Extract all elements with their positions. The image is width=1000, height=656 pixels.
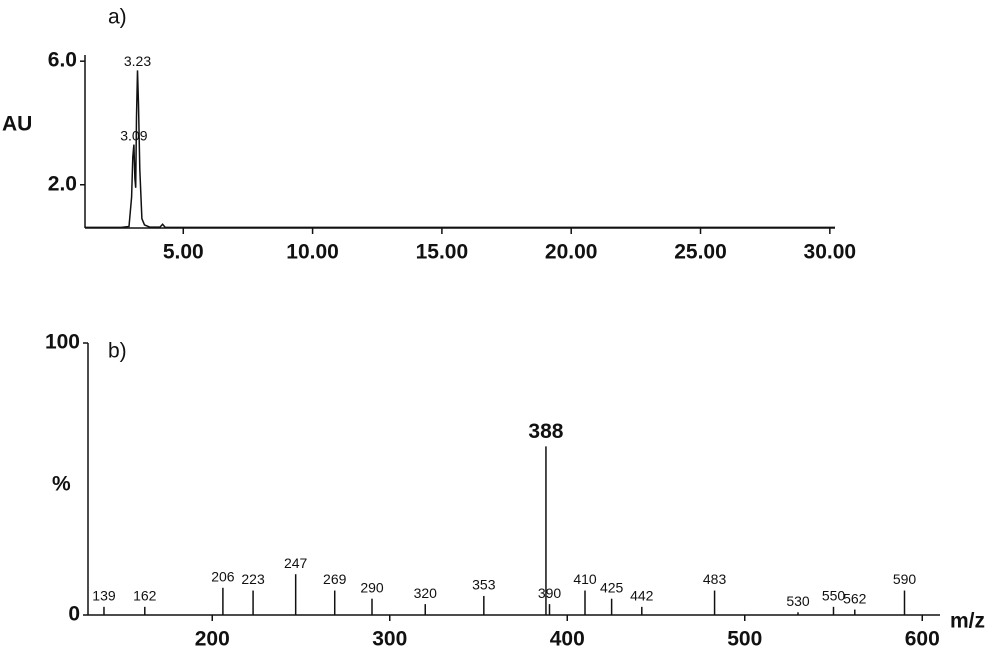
peak-label: 162 — [133, 588, 157, 604]
peak-label: 223 — [241, 571, 265, 587]
x-tick-label: 20.00 — [545, 241, 598, 264]
peak-label: 590 — [893, 571, 917, 587]
peak-label: 483 — [703, 571, 727, 587]
peak-label: 388 — [528, 420, 563, 443]
y-tick-label: 2.0 — [48, 172, 77, 195]
peak-label: 247 — [284, 555, 308, 571]
peak-label: 206 — [211, 569, 235, 585]
peak-label: 320 — [414, 585, 438, 601]
peak-label: 139 — [92, 588, 116, 604]
peak-label: 562 — [843, 590, 867, 606]
peak-label: 269 — [323, 571, 347, 587]
x-tick-label: 30.00 — [804, 241, 857, 264]
y-axis-label: AU — [2, 113, 32, 136]
panel-label: b) — [108, 340, 127, 363]
peak-label: 550 — [822, 588, 846, 604]
peak-label: 390 — [538, 585, 562, 601]
peak-label: 3.09 — [120, 127, 147, 143]
trace — [85, 70, 835, 229]
x-tick-label: 200 — [195, 628, 230, 651]
x-tick-label: 600 — [905, 628, 940, 651]
x-tick-label: 5.00 — [163, 241, 204, 264]
y-tick-label: 6.0 — [48, 49, 77, 72]
x-tick-label: 400 — [550, 628, 585, 651]
peak-label: 410 — [573, 571, 597, 587]
panel-label: a) — [108, 6, 127, 29]
y-tick-label: 0 — [68, 603, 80, 626]
peak-label: 425 — [600, 579, 624, 595]
x-axis-label: m/z — [950, 610, 985, 633]
x-tick-label: 500 — [727, 628, 762, 651]
y-tick-label: 100 — [45, 331, 80, 354]
peak-label: 3.23 — [124, 53, 151, 69]
x-tick-label: 15.00 — [416, 241, 469, 264]
y-axis-label: % — [52, 473, 71, 496]
peak-label: 442 — [630, 588, 654, 604]
peak-label: 290 — [360, 579, 384, 595]
x-tick-label: 25.00 — [674, 241, 727, 264]
peak-label: 353 — [472, 577, 496, 593]
peak-label: 530 — [786, 593, 810, 609]
x-tick-label: 300 — [372, 628, 407, 651]
x-tick-label: 10.00 — [286, 241, 339, 264]
